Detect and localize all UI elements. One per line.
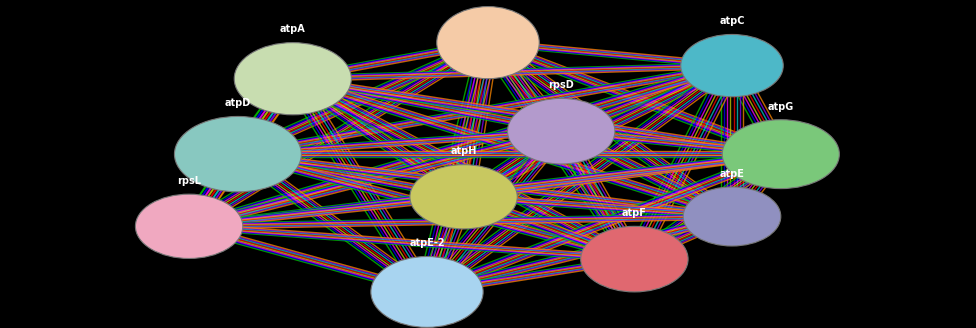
Text: rpsD: rpsD xyxy=(549,80,574,90)
Text: atpC: atpC xyxy=(719,16,745,26)
Ellipse shape xyxy=(371,256,483,327)
Ellipse shape xyxy=(681,34,784,97)
Ellipse shape xyxy=(581,226,688,292)
Ellipse shape xyxy=(722,120,839,189)
Ellipse shape xyxy=(175,116,302,192)
Ellipse shape xyxy=(234,43,351,115)
Text: atpH: atpH xyxy=(450,147,477,156)
Ellipse shape xyxy=(508,98,615,164)
Text: rpsL: rpsL xyxy=(177,176,201,186)
Text: atpE: atpE xyxy=(719,169,745,179)
Ellipse shape xyxy=(437,7,539,79)
Ellipse shape xyxy=(683,187,781,246)
Text: atpE-2: atpE-2 xyxy=(409,238,445,248)
Text: atpG: atpG xyxy=(768,102,793,112)
Text: atpF: atpF xyxy=(622,208,647,218)
Text: atpD: atpD xyxy=(224,98,251,108)
Text: atpA: atpA xyxy=(280,25,305,34)
Ellipse shape xyxy=(410,165,517,229)
Ellipse shape xyxy=(136,194,243,258)
